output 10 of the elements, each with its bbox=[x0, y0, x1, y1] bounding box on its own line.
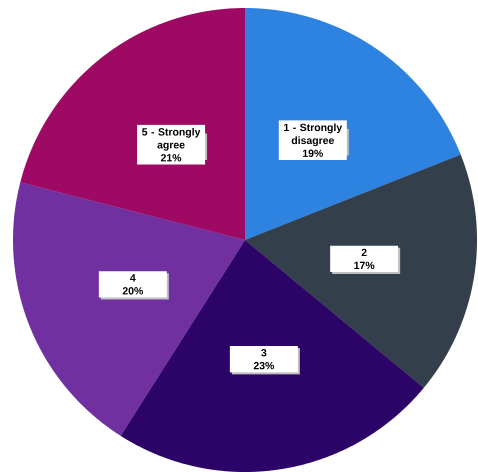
slice-label: 2 bbox=[362, 248, 367, 256]
slice-label: 4 bbox=[130, 274, 136, 282]
slice-label: 1 - Strongly disagree bbox=[284, 123, 342, 146]
slice-label: 5 - Strongly agree bbox=[142, 128, 200, 151]
data-label: 19% bbox=[303, 150, 323, 158]
data-label: 20% bbox=[122, 287, 144, 295]
data-label: 21% bbox=[160, 154, 182, 162]
slice-label: 3 bbox=[261, 348, 266, 356]
data-label: 23% bbox=[254, 362, 274, 370]
data-label: 17% bbox=[354, 262, 374, 270]
